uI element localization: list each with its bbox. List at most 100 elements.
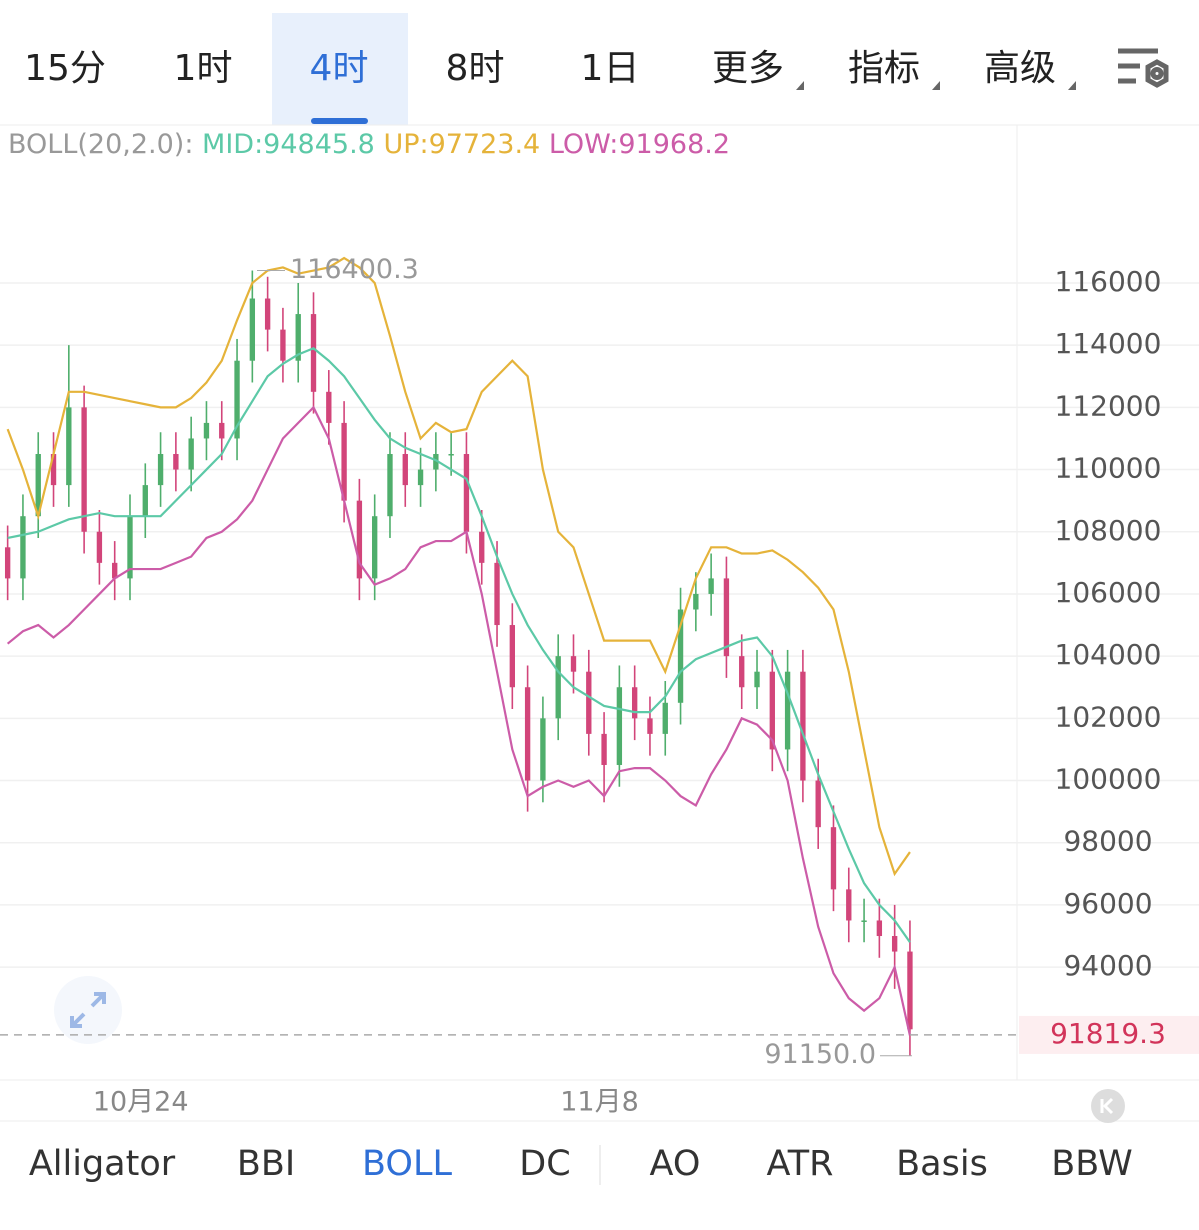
timeframe-tab[interactable]: 更多 [712,48,784,89]
candle-body [372,516,378,579]
legend-item: MID:94845.8 [202,129,375,160]
candle-body [463,454,470,532]
candle-body [693,593,699,610]
indicator-tab[interactable]: DC [519,1144,570,1184]
last-price-bg [1019,1015,1199,1054]
candle-body [310,314,317,392]
legend-item: LOW:91968.2 [549,129,730,160]
candle-body [35,454,41,517]
x-tick-label: 10月24 [93,1087,189,1118]
indicator-tab[interactable]: BOLL [362,1144,452,1184]
selected-tab-bg [272,13,408,125]
candle-body [356,500,363,579]
indicator-tab[interactable]: ATR [767,1144,834,1184]
candle-body [586,671,592,734]
candle-body [723,578,730,657]
legend-item: UP:97723.4 [383,129,540,160]
settings-icon[interactable] [1118,48,1169,88]
boll-line [6,256,911,877]
candle-body [540,718,546,781]
candle-body [815,780,821,828]
timeframe-tab[interactable]: 8时 [446,48,505,89]
candle-body [188,438,194,470]
max-marker-label: 116400.3 [290,254,419,285]
candle-body [846,889,852,921]
candle-body [295,314,301,361]
candle-body [341,422,347,501]
min-marker-label: 91150.0 [764,1039,876,1070]
candle-body [784,671,791,750]
candle-body [433,454,439,470]
x-tick-label: 11月8 [560,1087,639,1118]
candle-body [112,562,118,579]
candle-body [616,687,623,765]
candle-body [402,454,408,486]
candle-body [4,547,11,579]
timeframe-tab[interactable]: 4时 [310,48,369,89]
timeframe-tab[interactable]: 1时 [174,48,233,89]
selected-tab-indicator [311,118,368,124]
candle-body [524,687,531,781]
indicator-tab[interactable]: BBI [237,1144,295,1184]
boll-line [7,347,911,943]
expand-icon[interactable] [54,976,122,1044]
candle-body [66,407,72,486]
indicator-tab[interactable]: Alligator [29,1144,176,1184]
timeframe-tab[interactable]: 高级 [984,48,1056,89]
indicator-tab[interactable]: BBW [1051,1144,1132,1184]
candle-body [479,531,485,563]
indicator-tab[interactable]: AO [650,1144,701,1184]
last-price-label: 91819.3 [1050,1017,1166,1050]
candle-body [876,920,883,937]
candle-body [754,671,760,688]
candle-body [249,298,256,361]
indicator-legend: BOLL(20,2.0): MID:94845.8 UP:97723.4 LOW… [8,129,730,160]
candle-body [81,407,87,532]
candle-body [907,951,913,1030]
candle-body [50,454,57,486]
candle-body [219,422,225,439]
candle-body [555,656,561,719]
timeframe-tab[interactable]: 1日 [581,48,640,89]
candle-body [601,733,607,765]
y-tick-label: 96000 [1063,887,1152,920]
y-tick-label: 104000 [1055,638,1162,671]
candle-body [830,827,837,890]
y-tick-label: 108000 [1055,514,1162,547]
candle-body [739,656,745,688]
legend-item: BOLL(20,2.0): [8,129,193,160]
candle-body [234,360,240,439]
dropdown-caret [932,81,940,90]
candle-body [448,454,454,456]
candle-body [280,329,286,361]
candle-body [20,516,26,579]
candle-body [708,578,714,594]
candle-body [142,485,148,517]
y-tick-label: 116000 [1055,265,1162,298]
candle-body [662,702,668,734]
candle-body [326,391,332,423]
dropdown-caret [1068,81,1076,90]
dropdown-caret [796,81,804,90]
candle-body [417,469,424,486]
y-tick-label: 106000 [1055,576,1162,609]
y-tick-label: 112000 [1055,389,1162,422]
indicator-tab[interactable]: Basis [896,1144,988,1184]
timeframe-tab[interactable]: 指标 [848,48,920,89]
candle-body [861,920,867,922]
candle-body [157,454,164,486]
timeframe-tab[interactable]: 15分 [24,48,106,89]
boll-line [6,405,912,1036]
candle-body [631,687,638,719]
scroll-latest-button[interactable] [1091,1089,1125,1123]
candle-body [203,422,210,439]
y-tick-label: 114000 [1055,327,1162,360]
y-tick-label: 102000 [1055,700,1162,733]
candle-body [96,531,103,563]
candle-body [387,454,393,517]
y-tick-label: 94000 [1063,949,1152,982]
candle-body [677,609,684,703]
candle-body [509,625,515,688]
